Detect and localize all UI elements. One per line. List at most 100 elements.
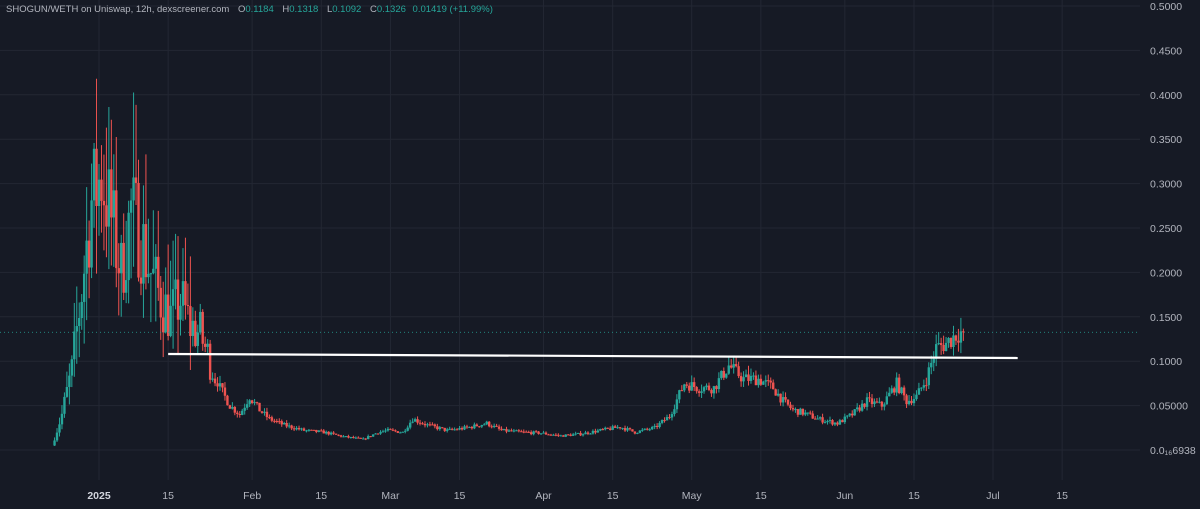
candle-body: [317, 430, 320, 432]
candle-body: [184, 281, 187, 306]
candle-body: [576, 432, 580, 434]
x-tick-label: 15: [454, 490, 466, 502]
candle-body: [149, 273, 153, 275]
candle-body: [401, 431, 404, 433]
candle-body: [75, 326, 78, 332]
candle-body: [596, 430, 600, 433]
candle-body: [818, 417, 822, 419]
candle-body: [794, 409, 797, 411]
candle-body: [285, 423, 288, 427]
candle-body: [739, 376, 743, 382]
candle-body: [720, 370, 723, 379]
candle-body: [715, 386, 718, 390]
candle-body: [406, 427, 409, 431]
candle-body: [450, 428, 454, 430]
candle-body: [734, 364, 738, 367]
candle-body: [801, 408, 805, 415]
candle-body: [900, 387, 903, 394]
candle-body: [483, 424, 486, 426]
candle-body: [567, 434, 570, 436]
candle-body: [890, 388, 893, 393]
candle-body: [92, 148, 96, 201]
candle-body: [223, 387, 227, 396]
candle-body: [70, 359, 74, 376]
candle-body: [295, 427, 298, 430]
candle-body: [937, 343, 940, 345]
candle-body: [512, 430, 516, 432]
candle-body: [611, 426, 614, 430]
candle-body: [78, 318, 81, 327]
candle-body: [329, 432, 333, 435]
candle-body: [381, 431, 385, 433]
candle-body: [959, 331, 963, 343]
candle-body: [470, 426, 474, 429]
candle-body: [609, 428, 612, 430]
candle-body: [633, 431, 637, 434]
y-tick-label: 0.2000: [1150, 267, 1182, 279]
candle-body: [413, 419, 417, 422]
candle-body: [105, 205, 108, 227]
candle-body: [870, 398, 874, 405]
candle-body: [446, 429, 449, 431]
candle-body: [500, 428, 503, 431]
candle-body: [139, 277, 143, 284]
open-value: 0.1184: [245, 4, 274, 15]
candle-body: [85, 240, 88, 274]
candle-body: [702, 387, 706, 392]
x-tick-label: Mar: [381, 490, 400, 502]
candle-body: [855, 407, 859, 410]
candle-body: [339, 435, 343, 437]
candle-body: [250, 400, 254, 404]
candle-body: [910, 400, 913, 404]
candle-body: [532, 431, 535, 435]
candle-body: [673, 409, 676, 415]
candle-body: [732, 364, 735, 368]
candle-body: [796, 409, 800, 415]
candle-body: [574, 433, 577, 435]
candle-body: [206, 343, 209, 347]
candle-body: [433, 424, 437, 427]
candle-body: [616, 427, 619, 429]
candle-body: [490, 426, 493, 428]
candle-body: [485, 421, 488, 425]
candle-body: [63, 396, 66, 414]
candle-body: [579, 432, 582, 436]
candle-body: [460, 428, 464, 430]
candle-body: [799, 408, 802, 415]
candle-body: [399, 432, 402, 434]
open-label: O: [237, 4, 246, 15]
price-axis[interactable]: 0.5000 0.4500 0.4000 0.3500 0.3000 0.2500 0.20…: [1150, 1, 1196, 457]
candle-body: [265, 411, 269, 418]
candle-body: [764, 380, 767, 382]
candle-body: [757, 378, 760, 386]
candle-body: [621, 428, 624, 430]
candle-body: [60, 413, 64, 425]
support-horizontal-line[interactable]: [168, 352, 1018, 360]
candle-body: [233, 407, 237, 413]
candle-body: [199, 311, 202, 333]
candle-body: [631, 429, 634, 432]
candle-body: [544, 432, 548, 435]
candle-body: [502, 428, 506, 431]
candle-body: [310, 429, 313, 431]
candle-body: [628, 428, 632, 430]
candle-body: [408, 422, 412, 428]
candle-body: [962, 331, 965, 333]
candle-body: [821, 417, 824, 423]
candle-body: [939, 343, 943, 345]
candle-body: [492, 425, 496, 428]
candle-body: [742, 377, 745, 382]
y-tick-label: 0.0₁₆6938: [1150, 445, 1196, 457]
candle-body: [238, 414, 241, 416]
candle-body: [529, 432, 533, 435]
candle-body: [258, 402, 261, 412]
candle-body: [641, 429, 644, 431]
candle-body: [278, 421, 281, 423]
candle-body: [636, 432, 639, 434]
candle-body: [473, 424, 476, 429]
candle-body: [675, 399, 679, 410]
candle-body: [290, 425, 293, 429]
candle-body: [426, 424, 429, 426]
time-axis[interactable]: 2025 15 Feb 15 Mar 15 Apr 15 May 15 Jun 15 Jul 15: [87, 490, 1068, 502]
